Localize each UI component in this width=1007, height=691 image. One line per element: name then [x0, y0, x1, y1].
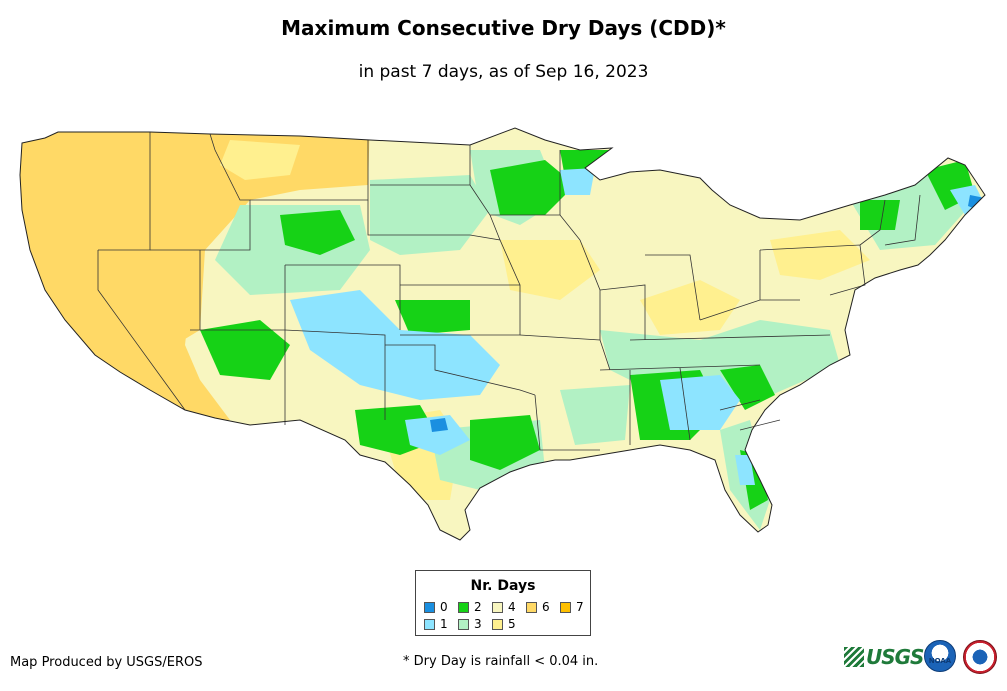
noaa-logo-text: NOAA [928, 657, 952, 665]
map-credit: Map Produced by USGS/EROS [10, 655, 203, 670]
legend-label-5: 5 [508, 617, 516, 631]
usgs-logo: USGS [844, 645, 924, 669]
legend-label-2: 2 [474, 600, 482, 614]
legend-swatch-7 [560, 601, 571, 613]
usgs-logo-text: USGS [866, 645, 924, 669]
legend-swatch-0 [424, 601, 435, 613]
legend-item-1: 1 [424, 617, 448, 631]
nws-logo [963, 640, 997, 674]
legend-swatch-6 [526, 601, 537, 613]
legend-item-2: 2 [458, 600, 482, 614]
legend-label-7: 7 [576, 600, 584, 614]
legend-item-3: 3 [458, 617, 482, 631]
legend-item-4: 4 [492, 600, 516, 614]
legend-swatch-3 [458, 618, 469, 630]
legend-swatch-5 [492, 618, 503, 630]
legend-swatch-2 [458, 601, 469, 613]
legend-label-0: 0 [440, 600, 448, 614]
legend-label-3: 3 [474, 617, 482, 631]
legend-item-6: 6 [526, 600, 550, 614]
legend-title: Nr. Days [470, 578, 536, 594]
agency-logos: USGS NOAA [844, 638, 999, 678]
noaa-logo: NOAA [924, 640, 956, 672]
map-title: Maximum Consecutive Dry Days (CDD)* [281, 16, 726, 40]
legend: Nr. Days 0 1 2 3 4 5 6 7 [415, 570, 591, 636]
legend-item-0: 0 [424, 600, 448, 614]
legend-swatch-1 [424, 618, 435, 630]
legend-label-6: 6 [542, 600, 550, 614]
legend-item-5: 5 [492, 617, 516, 631]
map-subtitle: in past 7 days, as of Sep 16, 2023 [358, 62, 649, 82]
legend-label-1: 1 [440, 617, 448, 631]
state-boundaries [97, 132, 921, 451]
legend-swatch-4 [492, 601, 503, 613]
dry-day-footnote: * Dry Day is rainfall < 0.04 in. [403, 654, 599, 669]
legend-item-7: 7 [560, 600, 584, 614]
usgs-wave-icon [844, 647, 864, 667]
legend-label-4: 4 [508, 600, 516, 614]
